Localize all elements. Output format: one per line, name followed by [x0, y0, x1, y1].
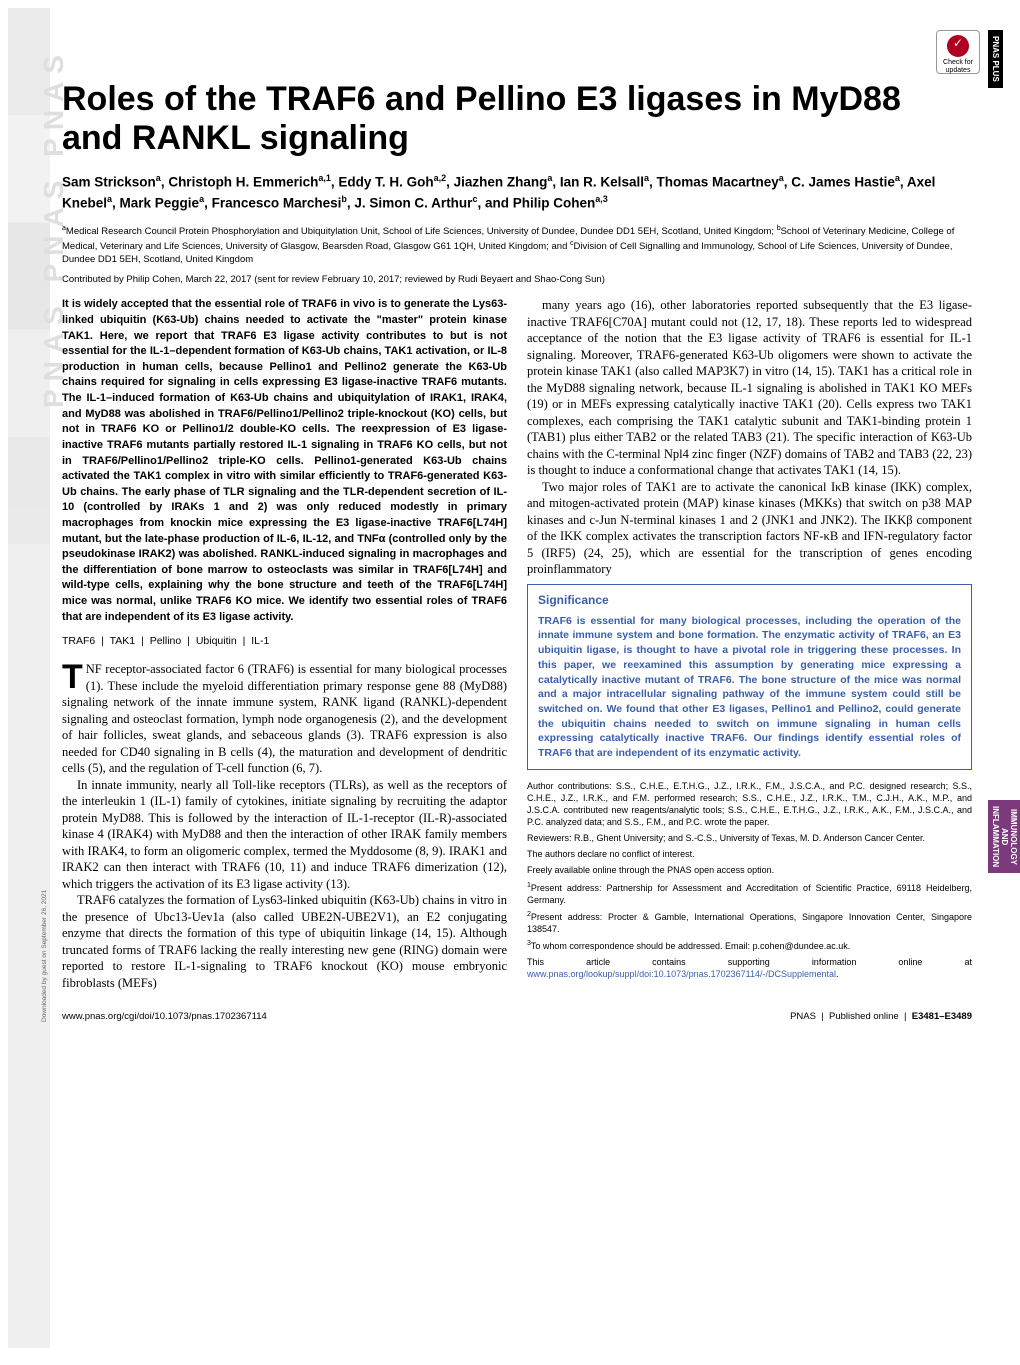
check-icon: [947, 35, 969, 57]
present-address-1: 1Present address: Partnership for Assess…: [527, 881, 972, 906]
immunology-badge: IMMUNOLOGY AND INFLAMMATION: [988, 800, 1020, 873]
body-paragraph-5: Two major roles of TAK1 are to activate …: [527, 479, 972, 578]
check-updates-line2: updates: [946, 67, 971, 74]
body-paragraph-4: many years ago (16), other laboratories …: [527, 297, 972, 479]
conflict-statement: The authors declare no conflict of inter…: [527, 848, 972, 860]
affiliations: aMedical Research Council Protein Phosph…: [62, 224, 972, 267]
supplemental-info: This article contains supporting informa…: [527, 956, 972, 980]
keywords: TRAF6 | TAK1 | Pellino | Ubiquitin | IL-…: [62, 635, 507, 649]
body-paragraph-1: TNF receptor-associated factor 6 (TRAF6)…: [62, 661, 507, 777]
open-access: Freely available online through the PNAS…: [527, 864, 972, 876]
two-column-body: It is widely accepted that the essential…: [62, 297, 972, 991]
article-title: Roles of the TRAF6 and Pellino E3 ligase…: [62, 80, 972, 158]
footer-doi: www.pnas.org/cgi/doi/10.1073/pnas.170236…: [62, 1011, 267, 1022]
check-updates-badge[interactable]: Check for updates: [936, 30, 980, 74]
reviewers: Reviewers: R.B., Ghent University; and S…: [527, 832, 972, 844]
footer-right: PNAS | Published online | E3481–E3489: [790, 1011, 972, 1022]
pnas-watermark: [8, 8, 50, 1348]
author-list: Sam Stricksona, Christoph H. Emmericha,1…: [62, 172, 972, 214]
body-paragraph-2: In innate immunity, nearly all Toll-like…: [62, 777, 507, 893]
check-updates-line1: Check for: [943, 59, 973, 66]
side-badge-column: PNAS PLUS IMMUNOLOGY AND INFLAMMATION: [988, 30, 1012, 98]
pnas-plus-badge: PNAS PLUS: [988, 30, 1003, 88]
present-address-2: 2Present address: Procter & Gamble, Inte…: [527, 910, 972, 935]
correspondence: 3To whom correspondence should be addres…: [527, 939, 972, 952]
significance-box: Significance TRAF6 is essential for many…: [527, 584, 972, 770]
author-contributions: Author contributions: S.S., C.H.E., E.T.…: [527, 780, 972, 829]
footnotes: Author contributions: S.S., C.H.E., E.T.…: [527, 780, 972, 981]
abstract: It is widely accepted that the essential…: [62, 297, 507, 625]
supplemental-link[interactable]: www.pnas.org/lookup/suppl/doi:10.1073/pn…: [527, 969, 836, 979]
dropcap: T: [62, 661, 86, 692]
body-paragraph-3: TRAF6 catalyzes the formation of Lys63-l…: [62, 892, 507, 991]
contributed-line: Contributed by Philip Cohen, March 22, 2…: [62, 274, 972, 285]
significance-title: Significance: [538, 593, 961, 609]
significance-text: TRAF6 is essential for many biological p…: [538, 614, 961, 761]
download-note: Downloaded by guest on September 26, 202…: [41, 890, 48, 1022]
page-footer: www.pnas.org/cgi/doi/10.1073/pnas.170236…: [62, 1005, 972, 1022]
